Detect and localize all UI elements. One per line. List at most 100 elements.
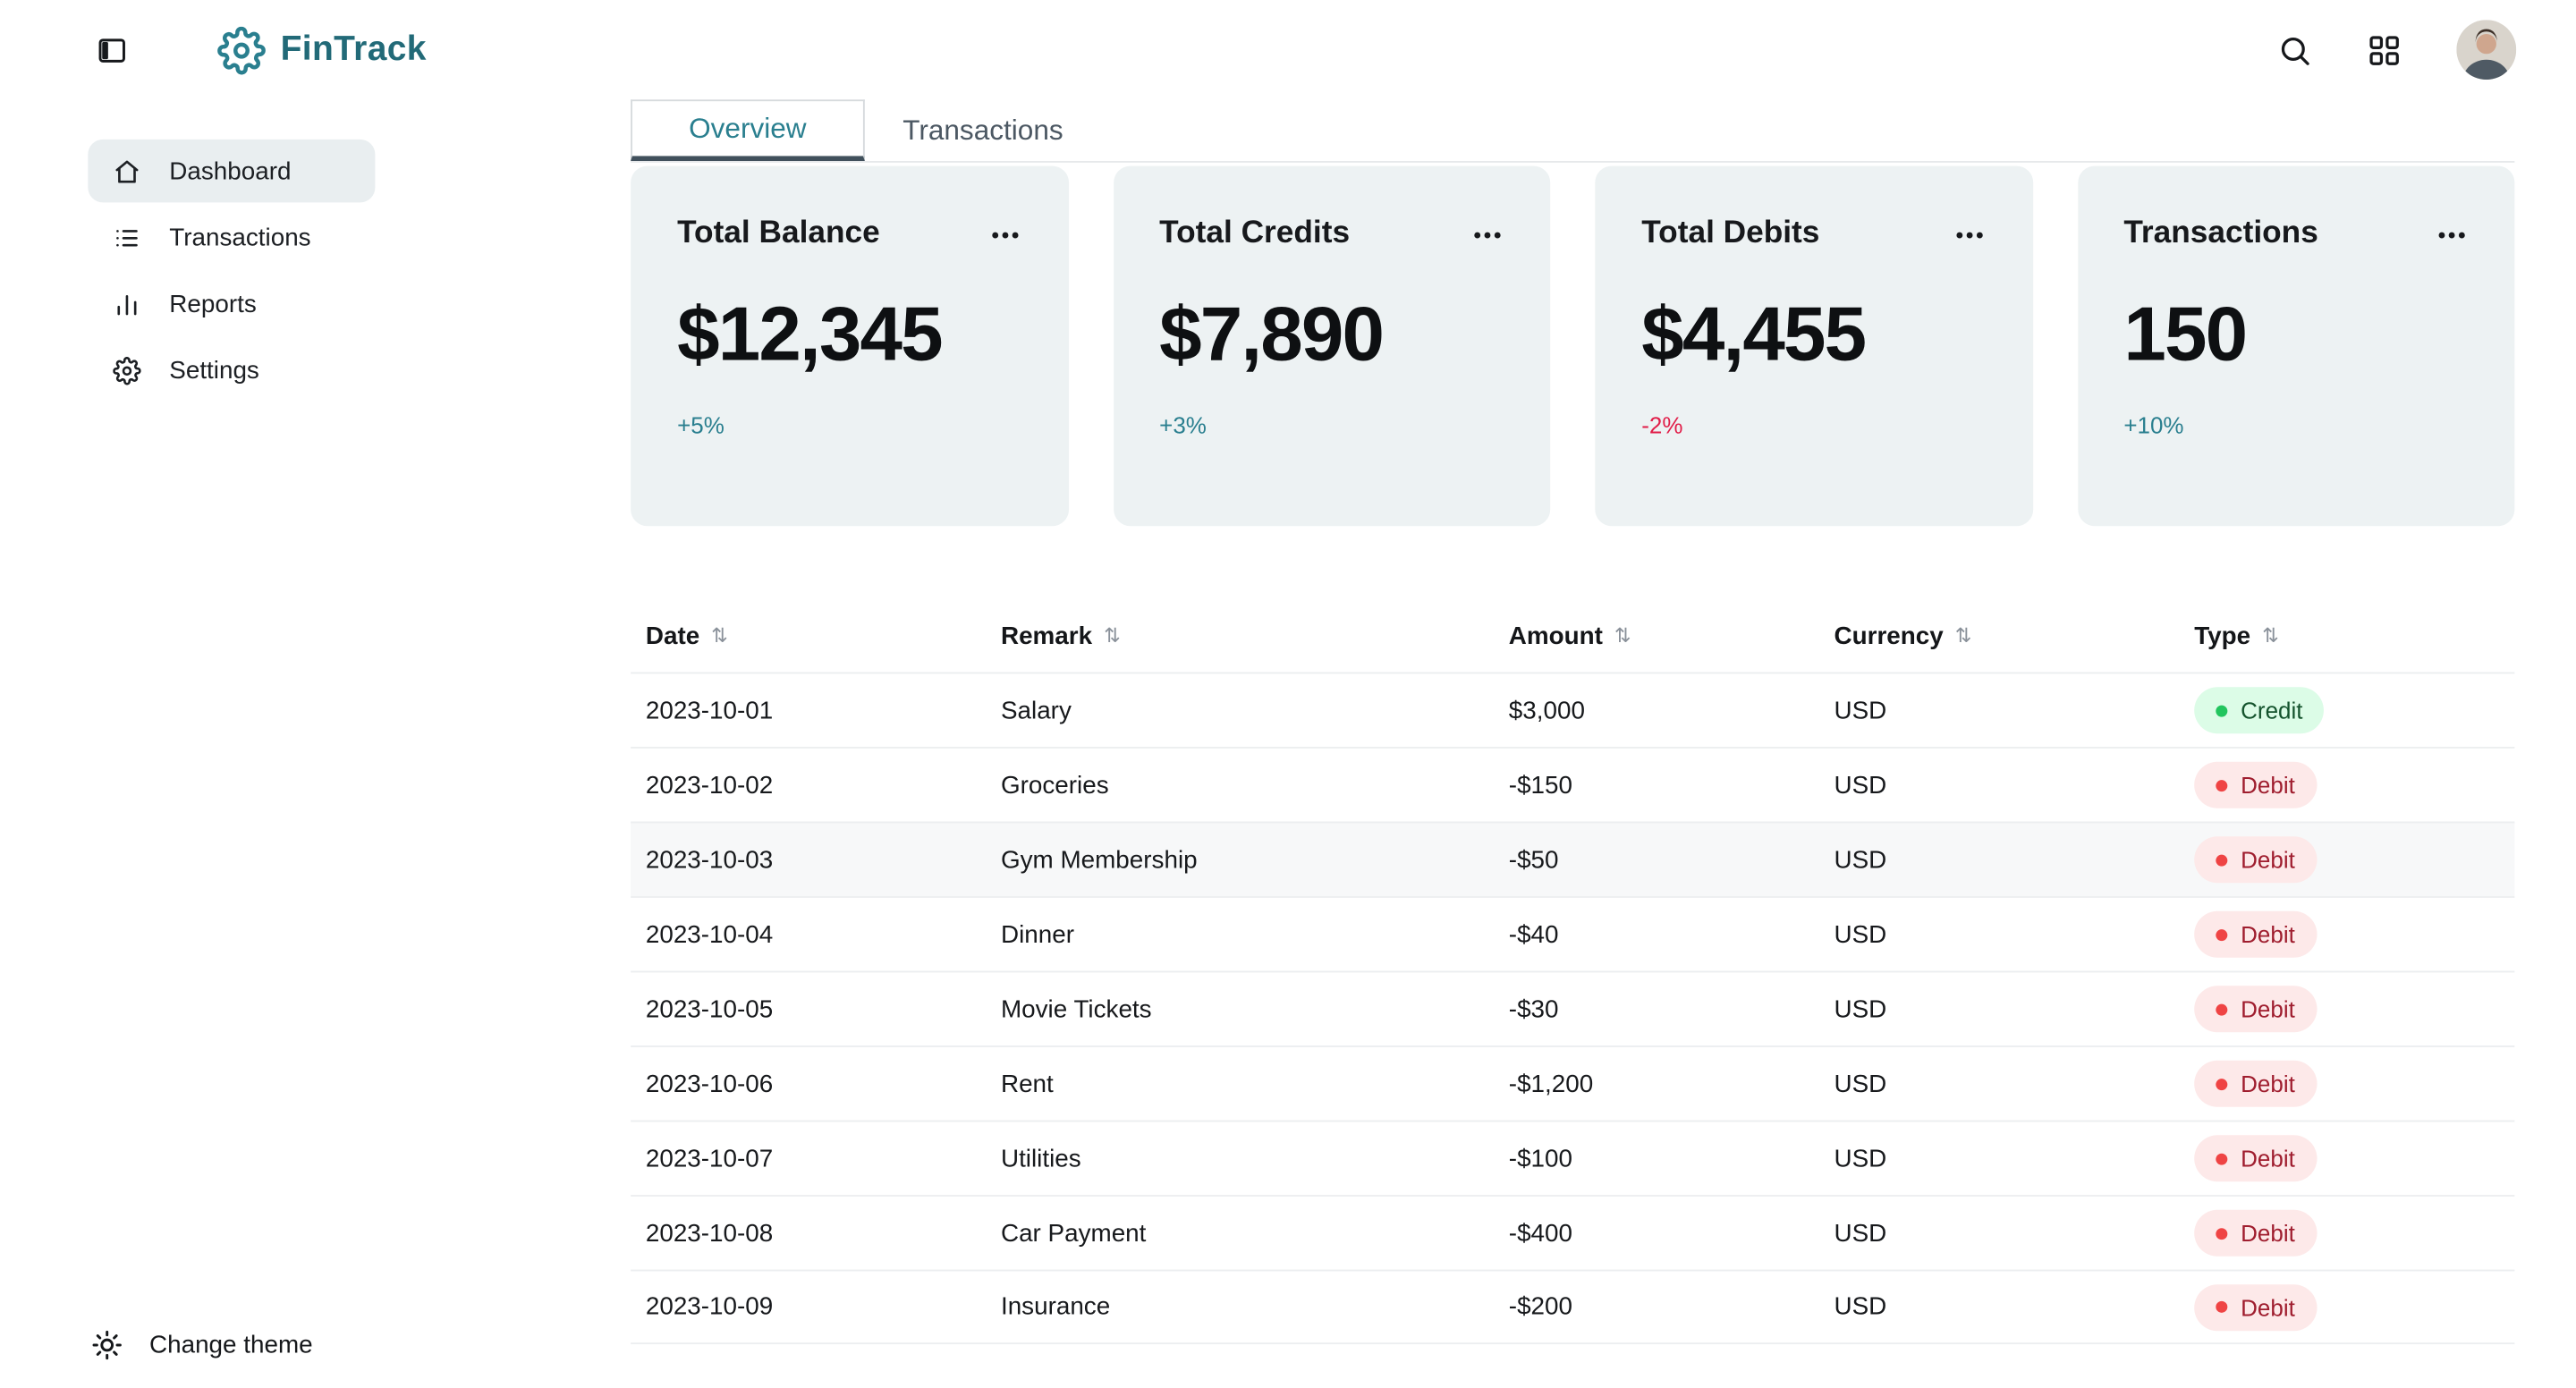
type-badge: Debit bbox=[2194, 836, 2317, 884]
sort-icon: ⇅ bbox=[711, 623, 728, 647]
user-avatar-button[interactable] bbox=[2456, 20, 2517, 80]
apps-grid-button[interactable] bbox=[2367, 32, 2402, 67]
sidebar-item-dashboard[interactable]: Dashboard bbox=[88, 139, 376, 203]
cell-remark: Movie Tickets bbox=[1000, 994, 1152, 1024]
search-icon bbox=[2281, 37, 2309, 64]
card-value: $4,455 bbox=[1641, 290, 1867, 377]
change-theme-label: Change theme bbox=[149, 1331, 313, 1359]
cell-remark: Gym Membership bbox=[1000, 845, 1198, 875]
cell-date: 2023-10-03 bbox=[645, 845, 774, 875]
column-label: Date bbox=[645, 621, 700, 650]
type-label: Debit bbox=[2241, 1145, 2295, 1172]
cell-remark: Insurance bbox=[1000, 1292, 1111, 1322]
card-change: -2% bbox=[1641, 411, 1683, 438]
cell-currency: USD bbox=[1834, 1069, 1887, 1098]
card-title: Total Balance bbox=[677, 216, 880, 251]
table-row: 2023-10-09 Insurance -$200 USD Debit bbox=[631, 1269, 2515, 1345]
cell-amount: -$50 bbox=[1508, 845, 1559, 875]
main-content: Overview Transactions Total Balance ••• … bbox=[631, 99, 2576, 1387]
sidebar-item-label: Transactions bbox=[169, 223, 311, 252]
cell-currency: USD bbox=[1834, 770, 1887, 800]
column-header-remark[interactable]: Remark ⇅ bbox=[1001, 622, 1509, 650]
table-row: 2023-10-05 Movie Tickets -$30 USD Debit bbox=[631, 970, 2515, 1046]
type-badge: Debit bbox=[2194, 1209, 2317, 1257]
cell-date: 2023-10-04 bbox=[645, 919, 774, 949]
apps-grid-icon bbox=[2369, 35, 2399, 64]
column-label: Type bbox=[2194, 621, 2251, 650]
table-row: 2023-10-06 Rent -$1,200 USD Debit bbox=[631, 1045, 2515, 1121]
type-label: Debit bbox=[2241, 995, 2295, 1023]
type-label: Credit bbox=[2241, 697, 2303, 724]
card-change: +5% bbox=[677, 411, 724, 438]
stat-card-total-balance: Total Balance ••• $12,345 +5% bbox=[631, 165, 1069, 527]
sidebar-item-label: Dashboard bbox=[169, 157, 292, 185]
type-label: Debit bbox=[2241, 1219, 2295, 1247]
type-label: Debit bbox=[2241, 771, 2295, 799]
card-menu-button[interactable]: ••• bbox=[1955, 221, 1987, 247]
transactions-table: Date ⇅ Remark ⇅ Amount ⇅ Currency ⇅ bbox=[631, 599, 2515, 1345]
cell-currency: USD bbox=[1834, 1218, 1887, 1248]
cell-date: 2023-10-08 bbox=[645, 1218, 774, 1248]
sort-icon: ⇅ bbox=[1614, 623, 1631, 647]
sidebar-item-settings[interactable]: Settings bbox=[88, 339, 375, 402]
table-row: 2023-10-08 Car Payment -$400 USD Debit bbox=[631, 1195, 2515, 1270]
tab-transactions[interactable]: Transactions bbox=[865, 99, 1102, 161]
cell-remark: Rent bbox=[1000, 1069, 1054, 1098]
card-menu-button[interactable]: ••• bbox=[1473, 221, 1504, 247]
tab-label: Transactions bbox=[902, 114, 1063, 146]
home-icon bbox=[115, 159, 139, 182]
brand-logo[interactable]: FinTrack bbox=[217, 25, 427, 74]
sidebar-item-reports[interactable]: Reports bbox=[88, 272, 375, 335]
cell-date: 2023-10-07 bbox=[645, 1144, 774, 1173]
column-header-type[interactable]: Type ⇅ bbox=[2194, 622, 2514, 650]
column-label: Currency bbox=[1834, 621, 1944, 650]
column-label: Remark bbox=[1000, 621, 1093, 650]
column-header-amount[interactable]: Amount ⇅ bbox=[1509, 622, 1835, 650]
card-menu-button[interactable]: ••• bbox=[2437, 221, 2469, 247]
cell-date: 2023-10-09 bbox=[645, 1292, 774, 1322]
type-badge: Credit bbox=[2194, 687, 2325, 734]
bar-chart-icon bbox=[117, 294, 137, 315]
change-theme-button[interactable]: Change theme bbox=[88, 1329, 631, 1360]
tab-bar: Overview Transactions bbox=[631, 99, 2515, 163]
cell-amount: -$200 bbox=[1508, 1292, 1573, 1322]
cell-amount: -$400 bbox=[1508, 1218, 1573, 1248]
status-dot-icon bbox=[2216, 1300, 2228, 1313]
brand-name: FinTrack bbox=[280, 30, 427, 69]
cell-currency: USD bbox=[1834, 1144, 1887, 1173]
cell-date: 2023-10-05 bbox=[645, 994, 774, 1024]
type-badge: Debit bbox=[2194, 761, 2317, 808]
sidebar-toggle-button[interactable] bbox=[97, 34, 128, 65]
cell-currency: USD bbox=[1834, 919, 1887, 949]
stat-card-transactions: Transactions ••• 150 +10% bbox=[2077, 165, 2515, 527]
card-title: Total Credits bbox=[1159, 216, 1351, 251]
type-label: Debit bbox=[2241, 846, 2295, 874]
tab-label: Overview bbox=[689, 112, 807, 144]
table-row: 2023-10-02 Groceries -$150 USD Debit bbox=[631, 747, 2515, 822]
tab-overview[interactable]: Overview bbox=[631, 99, 865, 161]
status-dot-icon bbox=[2216, 704, 2228, 716]
column-header-currency[interactable]: Currency ⇅ bbox=[1835, 622, 2195, 650]
card-title: Total Debits bbox=[1641, 216, 1820, 251]
column-header-date[interactable]: Date ⇅ bbox=[646, 622, 1001, 650]
cell-date: 2023-10-06 bbox=[645, 1069, 774, 1098]
table-row: 2023-10-03 Gym Membership -$50 USD Debit bbox=[631, 821, 2515, 897]
sidebar-item-label: Settings bbox=[169, 356, 259, 385]
header-actions bbox=[2277, 20, 2517, 80]
stat-card-total-debits: Total Debits ••• $4,455 -2% bbox=[1595, 165, 2033, 527]
sidebar-item-transactions[interactable]: Transactions bbox=[88, 206, 375, 269]
type-badge: Debit bbox=[2194, 1283, 2317, 1331]
status-dot-icon bbox=[2216, 1003, 2228, 1015]
type-label: Debit bbox=[2241, 1293, 2295, 1321]
cell-remark: Car Payment bbox=[1000, 1218, 1147, 1248]
cell-amount: -$40 bbox=[1508, 919, 1559, 949]
type-label: Debit bbox=[2241, 1070, 2295, 1097]
status-dot-icon bbox=[2216, 928, 2228, 941]
sort-icon: ⇅ bbox=[1954, 623, 1972, 647]
cell-remark: Utilities bbox=[1000, 1144, 1081, 1173]
type-badge: Debit bbox=[2194, 1060, 2317, 1107]
card-menu-button[interactable]: ••• bbox=[991, 221, 1022, 247]
cell-currency: USD bbox=[1834, 994, 1887, 1024]
search-button[interactable] bbox=[2277, 32, 2312, 67]
